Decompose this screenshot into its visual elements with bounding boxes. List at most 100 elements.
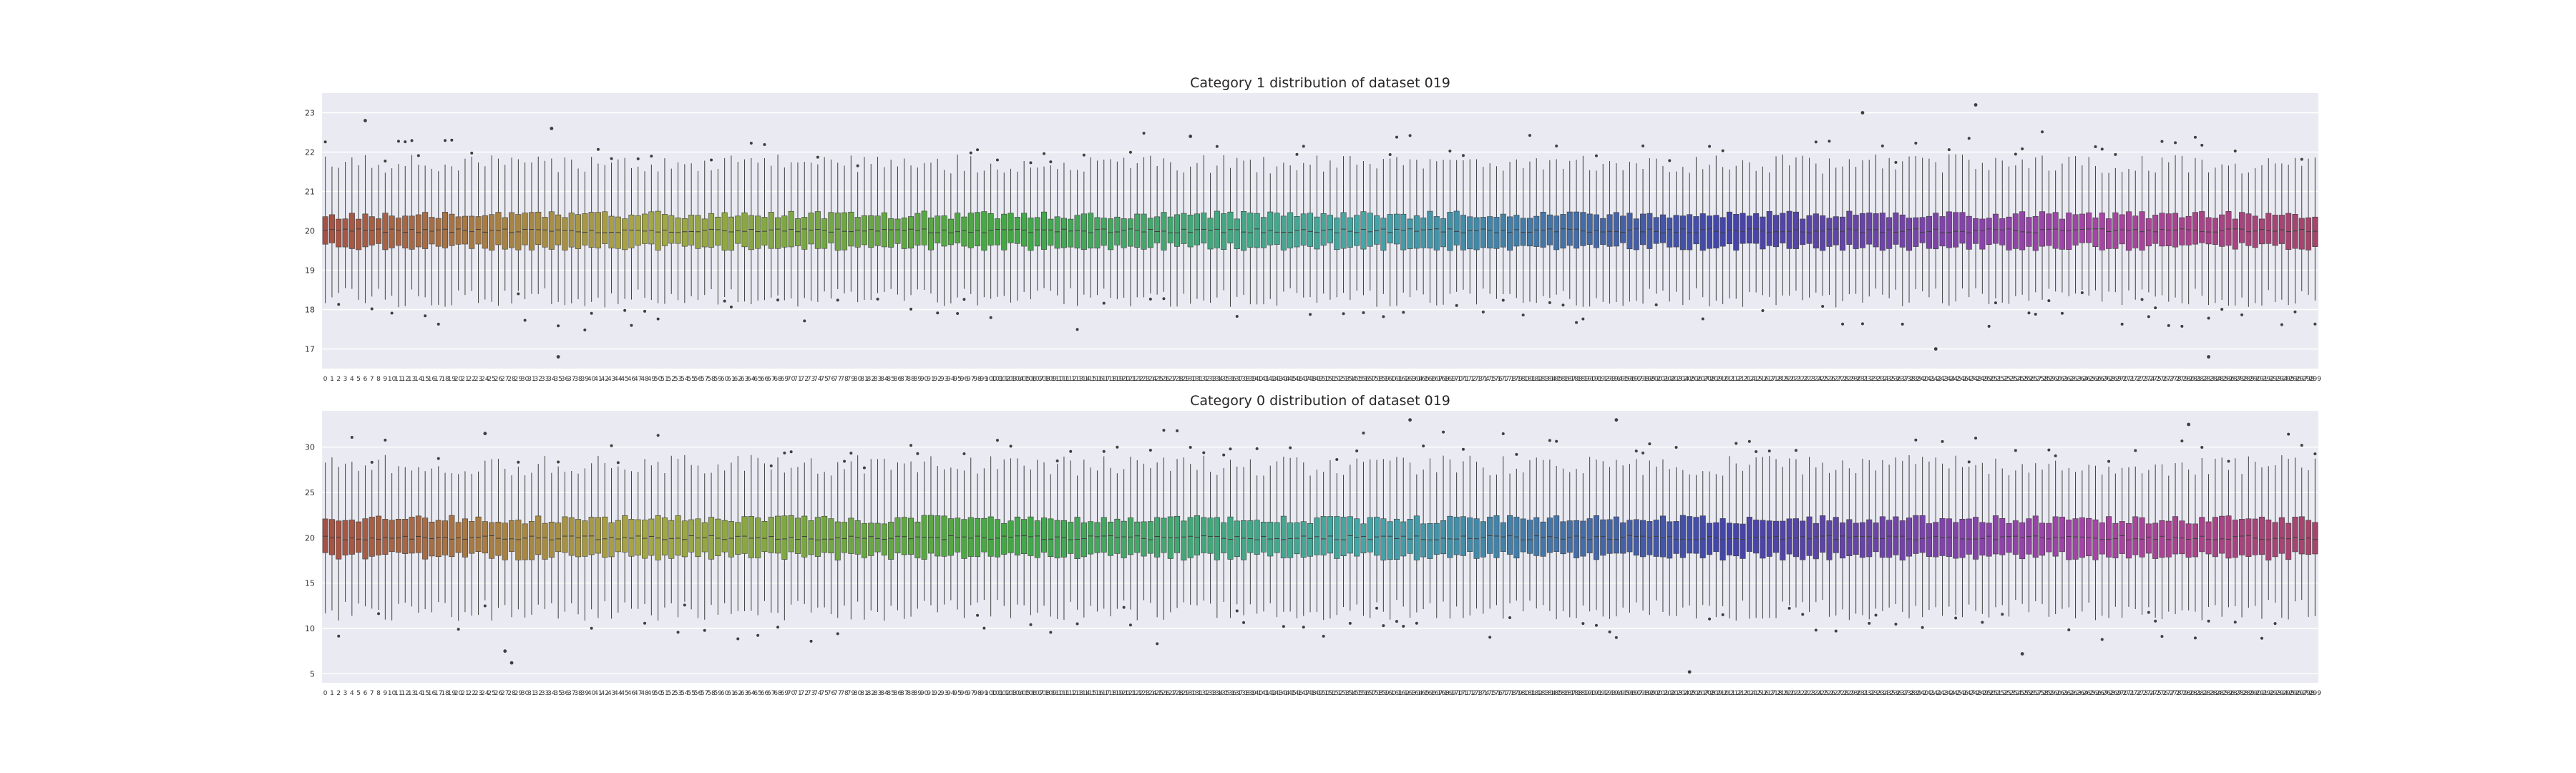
outlier: [1488, 636, 1492, 639]
box-body: [2125, 522, 2132, 559]
box-57: [701, 160, 708, 296]
box-163: [1407, 134, 1413, 298]
x-tick-label: 67: [767, 690, 775, 697]
box-body: [2239, 519, 2245, 555]
outlier: [1521, 313, 1525, 317]
box-240: [1919, 157, 1926, 292]
x-tick-label: 197: [1630, 690, 1642, 697]
outlier: [656, 434, 660, 437]
outlier: [523, 319, 527, 322]
box-84: [881, 458, 887, 621]
x-tick-label: 273: [2136, 376, 2148, 383]
box-body: [409, 517, 415, 554]
x-tick-label: 233: [1870, 690, 1882, 697]
box-body: [2106, 516, 2112, 558]
box-268: [2106, 172, 2112, 292]
box-body: [1307, 522, 1314, 557]
box-29: [515, 460, 522, 610]
x-tick-label: 18: [441, 376, 449, 383]
x-tick-label: 36: [561, 376, 570, 383]
x-tick-label: 262: [2063, 690, 2075, 697]
outlier: [995, 439, 999, 442]
box-43: [608, 157, 615, 293]
box-6: [362, 155, 369, 303]
x-tick-label: 187: [1563, 376, 1576, 383]
x-tick-label: 281: [2189, 690, 2201, 697]
x-tick-label: 112: [1065, 376, 1077, 383]
box-183: [1540, 460, 1546, 606]
box-body: [761, 521, 768, 553]
box-body: [502, 522, 508, 560]
box-290: [2252, 462, 2258, 606]
boxes: [322, 429, 2318, 646]
box-body: [1933, 213, 1939, 250]
box-body: [628, 519, 635, 557]
outlier: [2207, 619, 2210, 623]
x-tick-label: 108: [1038, 690, 1050, 697]
outlier: [643, 621, 647, 625]
outlier: [416, 154, 420, 157]
box-body: [661, 517, 668, 555]
box-body: [775, 515, 781, 554]
box-92: [935, 466, 941, 613]
outlier: [350, 435, 353, 439]
box-body: [389, 215, 395, 248]
box-85: [888, 160, 894, 289]
box-body: [1866, 519, 1873, 558]
x-tick-label: 174: [1477, 690, 1489, 697]
box-body: [914, 213, 921, 245]
box-body: [1307, 213, 1314, 247]
box-19: [449, 473, 455, 618]
x-tick-label: 288: [2235, 690, 2248, 697]
box-205: [1687, 172, 1693, 301]
box-29: [515, 159, 522, 296]
outlier: [1921, 626, 1924, 629]
outlier: [384, 160, 387, 163]
box-145: [1287, 165, 1294, 288]
outlier-notable: [1408, 418, 1412, 422]
outlier: [1555, 145, 1558, 148]
x-tick-label: 54: [680, 690, 689, 697]
box-184: [1546, 439, 1553, 611]
box-body: [1899, 520, 1906, 560]
x-tick-label: 156: [1357, 376, 1370, 383]
x-tick-label: 62: [734, 690, 742, 697]
x-tick-label: 222: [1797, 690, 1809, 697]
box-body: [1127, 517, 1133, 555]
box-25: [489, 155, 495, 302]
box-118: [1108, 159, 1114, 298]
x-tick-label: 22: [468, 376, 476, 383]
box-body: [1420, 218, 1427, 248]
box-171: [1460, 154, 1466, 290]
box-268: [2106, 460, 2112, 618]
box-body: [1820, 515, 1826, 553]
y-tick-label: 20: [305, 533, 315, 543]
x-tick-label: 44: [614, 376, 623, 383]
box-158: [1374, 460, 1380, 610]
x-tick-label: 41: [594, 376, 602, 383]
outlier: [1142, 132, 1146, 135]
x-tick-label: 32: [535, 690, 542, 697]
box-body: [1447, 515, 1453, 558]
box-body: [755, 215, 761, 249]
outlier: [1674, 445, 1678, 449]
box-body: [1853, 215, 1859, 249]
x-tick-label: 261: [2056, 376, 2068, 383]
box-35: [555, 460, 562, 619]
box-103: [1008, 168, 1014, 303]
box-body: [1287, 522, 1294, 558]
outlier: [2313, 452, 2317, 456]
box-284: [2212, 167, 2218, 303]
box-body: [1048, 218, 1054, 246]
box-194: [1613, 460, 1619, 639]
x-tick-label: 38: [574, 376, 582, 383]
box-body: [814, 517, 821, 557]
x-tick-label: 102: [998, 690, 1010, 697]
box-71: [794, 162, 801, 307]
outlier: [2227, 460, 2230, 463]
box-56: [695, 465, 701, 618]
box-193: [1606, 161, 1613, 304]
x-tick-label: 282: [2196, 690, 2208, 697]
box-body: [369, 517, 375, 557]
